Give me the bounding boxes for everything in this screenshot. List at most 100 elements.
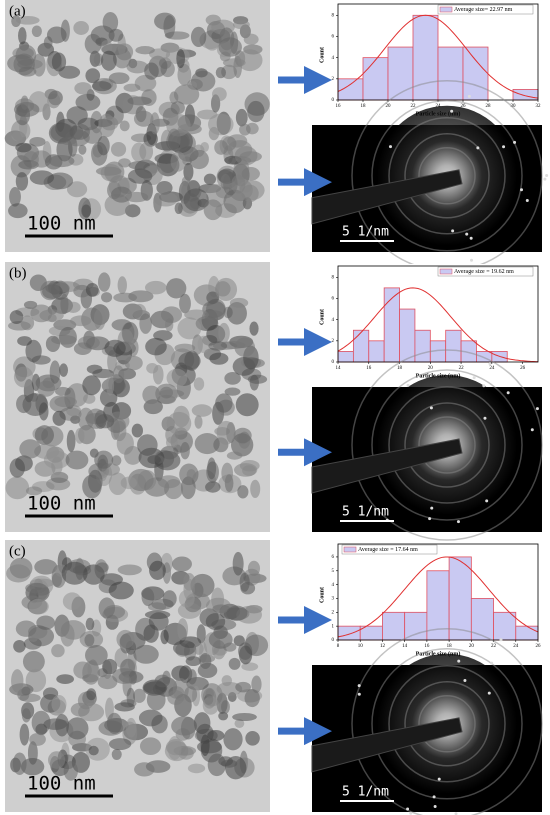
particle [244,689,260,708]
saed-spot [450,109,454,113]
x-tick-label: 28 [486,104,492,109]
y-tick-label: 6 [332,297,335,302]
particle [153,191,178,207]
particle [22,650,45,673]
particle [249,321,259,336]
legend-box [437,4,534,15]
particle [93,53,104,66]
saed-spot [487,691,491,695]
particle [29,392,39,402]
particle [215,277,238,301]
particle [100,50,117,71]
particle [86,688,97,701]
saed-ring [371,100,523,252]
particle [200,734,210,757]
particle [223,189,247,214]
bar [337,351,354,363]
particle [43,36,53,49]
saed-spot [502,145,506,149]
particle [145,337,167,356]
legend-label: Average size = 19.62 nm [454,269,514,275]
particle [16,394,32,414]
particle [155,383,178,404]
particle [181,176,191,187]
particle [235,681,251,693]
x-tick-label: 18 [397,366,403,371]
particle [223,728,243,751]
saed-spot [357,692,361,696]
bar [515,625,539,641]
particle [184,350,200,371]
saed-ring [418,695,476,753]
y-tick-label: 4 [332,583,335,588]
particle [30,304,53,323]
particle [215,393,233,413]
particle [205,481,221,493]
particle [62,592,82,610]
particle [19,723,30,746]
scale-label: 100 nm [27,493,96,515]
panel-label: (b) [9,265,27,281]
particle [188,80,198,90]
saed-spot [469,236,473,240]
particle [235,393,259,417]
particle [126,687,136,708]
particle [147,455,161,465]
particle [247,374,268,384]
scale-label: 100 nm [27,213,96,235]
particle [139,313,152,334]
particle [241,662,259,671]
particle [36,380,56,397]
particle [169,91,179,104]
particle [191,70,216,92]
particle [83,393,96,404]
particle [202,696,220,715]
particle [97,135,110,156]
particle [167,690,185,705]
particle [239,460,260,472]
particle [59,326,77,348]
particle [243,33,259,45]
x-tick-label: 12 [380,644,386,649]
particle [21,708,31,723]
particle [84,33,102,54]
particle [40,280,60,301]
particle [194,415,203,429]
saed-ring [404,402,490,488]
y-tick-label: 2 [332,339,335,344]
x-tick-label: 26 [536,644,542,649]
fit-curve [337,556,539,638]
particle [165,436,178,449]
particle [70,315,92,327]
legend-swatch [439,268,453,275]
saed-spot [457,659,461,663]
particle [177,618,189,641]
particle [194,433,220,455]
x-tick-label: 14 [336,366,342,371]
particle [232,712,257,722]
saed-spot [463,678,467,682]
particle [95,414,115,429]
particle [193,377,205,391]
particle [144,62,159,80]
particle [135,46,155,55]
saed-spot [543,177,547,181]
particle [251,675,262,693]
particle [186,469,196,481]
particle [119,120,130,132]
scale-label: 100 nm [27,773,96,795]
particle [234,146,258,166]
saed-ring [404,681,490,767]
y-tick-label: 6 [332,555,335,560]
saed-spot [472,376,476,380]
particle [237,485,249,499]
particle [124,355,143,371]
particle [29,170,55,185]
particle [9,186,21,207]
particle [180,442,190,460]
bar [445,329,462,363]
particle [178,589,195,608]
particle [51,644,65,658]
x-tick-label: 8 [337,644,340,649]
particle [59,363,69,377]
